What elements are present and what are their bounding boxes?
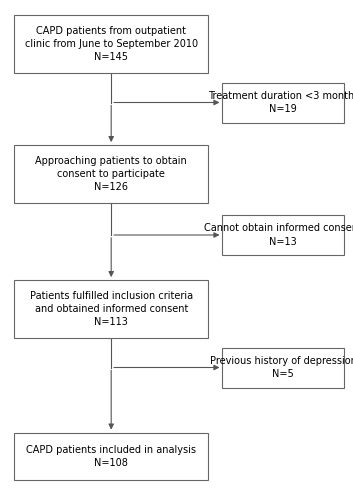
Text: Previous history of depression
N=5: Previous history of depression N=5	[210, 356, 353, 379]
FancyBboxPatch shape	[222, 348, 344, 388]
Text: CAPD patients included in analysis
N=108: CAPD patients included in analysis N=108	[26, 444, 196, 468]
FancyBboxPatch shape	[222, 82, 344, 122]
Text: Treatment duration <3 months
N=19: Treatment duration <3 months N=19	[208, 91, 353, 114]
FancyBboxPatch shape	[14, 280, 208, 338]
Text: CAPD patients from outpatient
clinic from June to September 2010
N=145: CAPD patients from outpatient clinic fro…	[25, 26, 198, 62]
FancyBboxPatch shape	[14, 145, 208, 203]
Text: Approaching patients to obtain
consent to participate
N=126: Approaching patients to obtain consent t…	[35, 156, 187, 192]
Text: Patients fulfilled inclusion criteria
and obtained informed consent
N=113: Patients fulfilled inclusion criteria an…	[30, 290, 193, 327]
Text: Cannot obtain informed consent
N=13: Cannot obtain informed consent N=13	[204, 224, 353, 246]
FancyBboxPatch shape	[222, 215, 344, 255]
FancyBboxPatch shape	[14, 15, 208, 72]
FancyBboxPatch shape	[14, 432, 208, 480]
